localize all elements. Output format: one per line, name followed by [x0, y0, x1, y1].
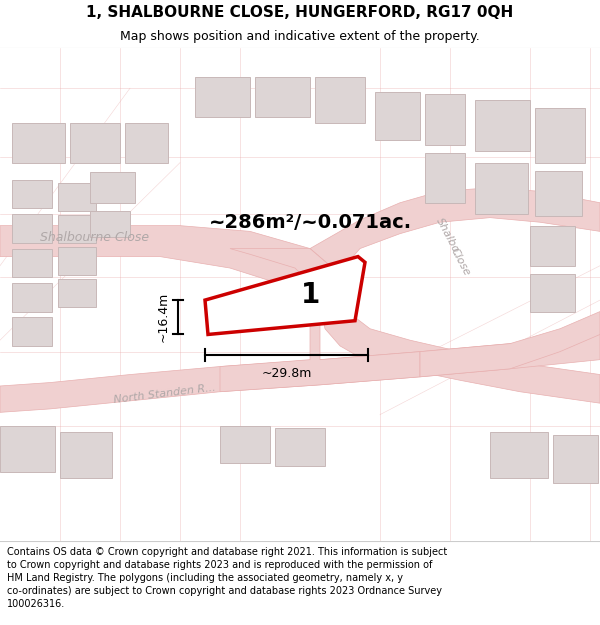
Polygon shape [58, 279, 96, 307]
Polygon shape [275, 428, 325, 466]
Polygon shape [220, 249, 420, 392]
Polygon shape [58, 216, 96, 243]
Polygon shape [490, 432, 548, 478]
Polygon shape [255, 77, 310, 117]
Polygon shape [425, 94, 465, 146]
Polygon shape [60, 432, 112, 478]
Polygon shape [310, 188, 600, 403]
Polygon shape [12, 283, 52, 311]
Text: 1, SHALBOURNE CLOSE, HUNGERFORD, RG17 0QH: 1, SHALBOURNE CLOSE, HUNGERFORD, RG17 0Q… [86, 4, 514, 19]
Polygon shape [58, 248, 96, 275]
Polygon shape [553, 435, 598, 483]
Polygon shape [530, 226, 575, 266]
Text: Contains OS data © Crown copyright and database right 2021. This information is : Contains OS data © Crown copyright and d… [7, 546, 448, 609]
Polygon shape [0, 334, 600, 412]
Text: ~286m²/~0.071ac.: ~286m²/~0.071ac. [208, 213, 412, 232]
Polygon shape [125, 122, 168, 162]
Text: ~16.4m: ~16.4m [157, 292, 170, 342]
Polygon shape [12, 214, 52, 243]
Text: ~29.8m: ~29.8m [262, 366, 311, 379]
Polygon shape [58, 183, 96, 211]
Polygon shape [420, 311, 600, 377]
Polygon shape [535, 107, 585, 162]
Text: 1: 1 [301, 281, 320, 309]
Polygon shape [90, 172, 135, 202]
Polygon shape [535, 171, 582, 216]
Polygon shape [70, 122, 120, 162]
Polygon shape [530, 274, 575, 311]
Polygon shape [205, 257, 365, 334]
Polygon shape [475, 99, 530, 151]
Text: North Standen R...: North Standen R... [113, 382, 217, 405]
Text: Map shows position and indicative extent of the property.: Map shows position and indicative extent… [120, 29, 480, 42]
Polygon shape [0, 226, 355, 323]
Polygon shape [375, 92, 420, 140]
Text: Shalbo…: Shalbo… [434, 216, 466, 264]
Text: Shalbourne Close: Shalbourne Close [40, 231, 149, 244]
Polygon shape [315, 77, 365, 122]
Polygon shape [0, 426, 55, 472]
Polygon shape [12, 122, 65, 162]
Polygon shape [12, 318, 52, 346]
Polygon shape [195, 77, 250, 117]
Polygon shape [220, 426, 270, 462]
Polygon shape [12, 249, 52, 278]
Text: Close: Close [448, 247, 472, 278]
Polygon shape [425, 154, 465, 202]
Polygon shape [12, 180, 52, 209]
Polygon shape [475, 162, 528, 214]
Polygon shape [90, 211, 130, 237]
